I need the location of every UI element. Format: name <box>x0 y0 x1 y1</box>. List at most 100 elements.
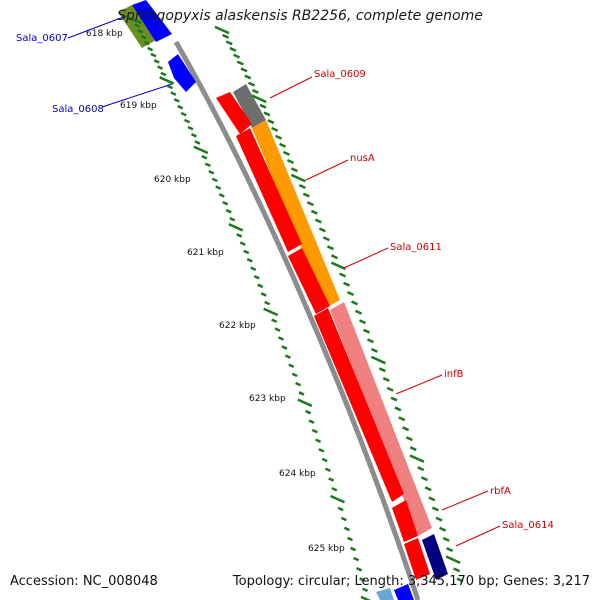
tick-mark-inner <box>248 81 256 87</box>
cds-sala-0614[interactable] <box>404 538 430 580</box>
tick-mark-outer <box>311 428 318 434</box>
callout-line-nusa <box>305 159 349 181</box>
gene-label-nusa[interactable]: nusA <box>350 153 375 164</box>
tick-mark-inner <box>263 111 271 117</box>
tick-mark-inner <box>267 119 275 125</box>
tick-mark-outer <box>298 391 305 396</box>
gene-label-sala-0608[interactable]: Sala_0608 <box>52 104 104 115</box>
gene-label-rbfa[interactable]: rbfA <box>490 486 511 497</box>
tick-mark-outer <box>329 494 346 504</box>
tick-labels: 618 kbp 619 kbp 620 kbp 621 kbp 622 kbp … <box>86 29 345 554</box>
tick-mark-inner <box>417 466 425 472</box>
gene-nusa[interactable] <box>252 120 340 308</box>
gene-sala-0614-navy[interactable] <box>422 534 448 580</box>
gene-bottom-blue[interactable] <box>394 584 414 600</box>
tick-mark-inner <box>442 536 450 542</box>
tick-mark-outer <box>288 363 295 369</box>
gene-label-sala-0611[interactable]: Sala_0611 <box>390 242 442 253</box>
tick-mark-inner <box>330 254 338 260</box>
tick-mark-outer <box>159 76 175 85</box>
tick-mark-inner <box>302 192 310 198</box>
tick-mark-inner <box>240 67 248 73</box>
tick-mark-inner <box>398 416 406 422</box>
tick-mark-inner <box>386 386 394 392</box>
tick-mark-inner <box>244 74 252 80</box>
tick-mark-outer <box>173 98 180 103</box>
tick-mark-inner <box>409 454 425 463</box>
tick-mark-outer <box>360 595 372 600</box>
tick-mark-inner <box>229 46 237 52</box>
tick-mark-outer <box>321 457 328 463</box>
tick-mark-inner <box>225 40 233 46</box>
tick-label: 623 kbp <box>249 394 286 404</box>
gene-labels: Sala_0607 Sala_0608 Sala_0609 nusA Sala_… <box>16 33 554 531</box>
tick-mark-inner <box>251 88 259 94</box>
tick-mark-outer <box>211 177 218 183</box>
tick-mark-outer <box>328 477 335 482</box>
gene-label-infb[interactable]: infB <box>444 369 464 380</box>
tick-mark-inner <box>290 173 306 183</box>
tick-mark-outer <box>315 438 322 443</box>
tick-mark-inner <box>298 184 306 190</box>
tick-mark-inner <box>279 142 287 148</box>
tick-mark-outer <box>157 65 164 70</box>
cds-rbfa[interactable] <box>392 500 418 542</box>
tick-mark-inner <box>370 355 386 365</box>
tick-mark-outer <box>340 516 347 522</box>
tick-label: 624 kbp <box>279 469 316 479</box>
gene-label-sala-0607[interactable]: Sala_0607 <box>16 33 68 44</box>
gene-sala-0608[interactable] <box>168 54 196 92</box>
tick-mark-inner <box>347 291 355 296</box>
gene-infb[interactable] <box>330 302 432 536</box>
gene-bottom-lightblue[interactable] <box>376 588 394 600</box>
tick-mark-inner <box>378 367 386 373</box>
cds-sala-0611[interactable] <box>288 248 330 314</box>
map-title: Sphingopyxis alaskensis RB2256, complete… <box>117 8 483 24</box>
cds-nusa[interactable] <box>236 128 302 252</box>
tick-mark-outer <box>239 241 246 246</box>
tick-mark-inner <box>424 486 432 492</box>
tick-mark-outer <box>225 208 232 214</box>
tick-track <box>126 15 464 600</box>
tick-mark-inner <box>314 218 322 224</box>
tick-mark-inner <box>290 167 298 173</box>
gene-sala-0607[interactable] <box>132 0 172 42</box>
tick-label: 620 kbp <box>154 175 191 185</box>
cds-infb[interactable] <box>314 308 404 502</box>
tick-mark-outer <box>253 274 260 280</box>
gene-label-sala-0614[interactable]: Sala_0614 <box>502 520 554 531</box>
tick-mark-inner <box>446 547 454 553</box>
tick-mark-outer <box>346 536 354 542</box>
tick-mark-outer <box>150 52 157 58</box>
tick-mark-outer <box>277 336 285 341</box>
tick-mark-inner <box>351 300 359 306</box>
gene-sala-0609[interactable] <box>233 84 266 128</box>
gene-label-sala-0609[interactable]: Sala_0609 <box>314 69 366 80</box>
tick-mark-inner <box>306 201 314 207</box>
cds-sala-0609[interactable] <box>216 92 252 134</box>
tick-mark-outer <box>260 292 267 297</box>
tick-mark-inner <box>409 446 417 452</box>
tick-mark-inner <box>420 476 428 482</box>
tick-mark-outer <box>356 567 363 572</box>
tick-mark-outer <box>284 354 291 359</box>
tick-mark-outer <box>201 154 208 160</box>
tick-mark-inner <box>214 25 230 35</box>
tick-mark-inner <box>402 426 410 432</box>
genome-summary-label: Topology: circular; Length: 3,345,170 bp… <box>232 574 590 589</box>
callout-line-sala-0611 <box>343 247 389 269</box>
tick-mark-outer <box>243 249 250 255</box>
tick-mark-inner <box>366 338 374 344</box>
tick-mark-outer <box>246 258 253 263</box>
tick-label: 618 kbp <box>86 29 123 39</box>
tick-mark-outer <box>160 71 167 77</box>
tick-mark-inner <box>222 33 230 39</box>
tick-mark-outer <box>250 266 257 272</box>
tick-mark-outer <box>187 125 194 131</box>
tick-mark-inner <box>282 150 290 156</box>
tick-mark-outer <box>337 506 344 512</box>
tick-mark-inner <box>445 555 461 564</box>
tick-mark-outer <box>147 46 154 52</box>
tick-mark-inner <box>322 236 330 242</box>
